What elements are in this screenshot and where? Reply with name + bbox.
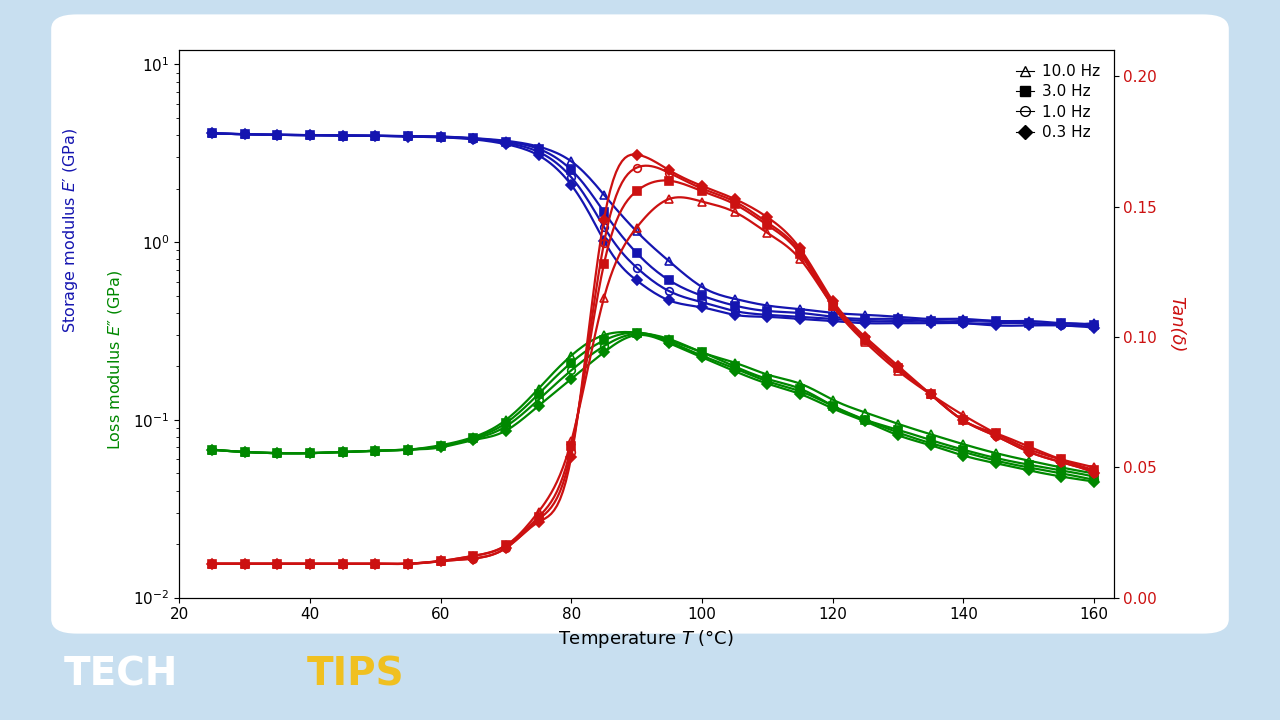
Y-axis label: Tan(δ): Tan(δ) [1167,296,1185,352]
Text: Loss modulus $E$″ (GPa): Loss modulus $E$″ (GPa) [106,270,124,450]
Text: Storage modulus $E$′ (GPa): Storage modulus $E$′ (GPa) [61,128,79,333]
Legend: 10.0 Hz, 3.0 Hz, 1.0 Hz, 0.3 Hz: 10.0 Hz, 3.0 Hz, 1.0 Hz, 0.3 Hz [1010,58,1106,146]
Text: TIPS: TIPS [307,656,404,693]
X-axis label: Temperature $T$ (°C): Temperature $T$ (°C) [558,628,735,650]
Text: TECH: TECH [64,656,178,693]
FancyBboxPatch shape [51,14,1229,634]
